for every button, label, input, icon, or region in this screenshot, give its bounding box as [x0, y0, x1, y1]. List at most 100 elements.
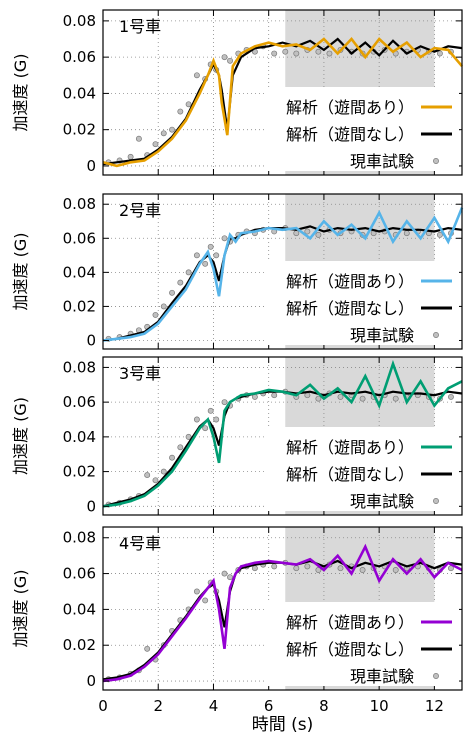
- y-tick-label: 0.04: [63, 600, 96, 618]
- test-point: [221, 235, 228, 242]
- series-line-with-gap: [102, 359, 463, 508]
- series-line-with-gap: [102, 207, 464, 342]
- legend-box: [265, 261, 459, 345]
- test-point: [304, 563, 311, 570]
- test-point: [177, 444, 184, 451]
- y-tick-label: 0: [86, 497, 96, 515]
- y-tick-label: 0.06: [63, 393, 96, 411]
- test-point: [271, 50, 278, 57]
- plot-frame: [102, 356, 463, 516]
- test-point: [202, 425, 209, 432]
- test-point: [251, 393, 258, 400]
- y-tick-label: 0.02: [63, 636, 96, 654]
- y-tick-label: 0.04: [63, 428, 96, 446]
- test-point: [221, 54, 228, 61]
- test-point: [271, 392, 278, 399]
- test-point: [193, 588, 200, 595]
- test-point: [315, 567, 322, 573]
- plot-frame: [102, 193, 463, 350]
- y-axis-label: 加速度 (G): [11, 233, 30, 311]
- series-line-no-gap: [102, 225, 463, 342]
- x-tick-label: 0: [98, 697, 108, 715]
- test-point: [193, 416, 200, 423]
- test-point: [207, 407, 214, 414]
- y-tick-label: 0.04: [63, 84, 96, 102]
- test-point: [315, 48, 322, 55]
- test-point: [227, 57, 233, 64]
- test-point: [207, 243, 214, 250]
- plot-frame: [102, 9, 463, 176]
- test-point: [213, 252, 220, 259]
- test-point: [193, 252, 200, 259]
- test-point: [359, 567, 366, 573]
- x-tick-label: 10: [370, 697, 389, 715]
- test-point: [315, 395, 322, 402]
- test-point: [135, 135, 142, 142]
- legend-label: 解析（遊間なし）: [286, 299, 414, 318]
- test-point: [144, 472, 151, 479]
- test-point: [448, 393, 454, 400]
- y-tick-label: 0.02: [63, 121, 96, 139]
- legend-label: 現車試験: [350, 152, 414, 171]
- test-point: [202, 260, 209, 267]
- test-point: [185, 101, 192, 108]
- test-point: [152, 477, 159, 484]
- test-point: [169, 454, 175, 461]
- test-point: [169, 289, 175, 296]
- y-tick-label: 0: [86, 331, 96, 349]
- series-line-with-gap: [102, 36, 463, 168]
- x-tick-label: 8: [319, 697, 329, 715]
- legend-swatch: [433, 498, 439, 504]
- test-point: [271, 563, 278, 570]
- test-point: [359, 395, 366, 402]
- legend: 解析（遊間あり） 解析（遊間なし） 現車試験: [265, 87, 459, 171]
- y-axis-label: 加速度 (G): [11, 570, 30, 648]
- legend: 解析（遊間あり） 解析（遊間なし） 現車試験: [265, 427, 459, 511]
- test-point: [127, 153, 134, 160]
- legend-label: 解析（遊間なし）: [286, 640, 414, 659]
- y-tick-label: 0.08: [63, 529, 96, 547]
- x-tick-label: 2: [153, 697, 163, 715]
- x-tick-label: 4: [209, 697, 219, 715]
- panel-label: 1号車: [119, 17, 161, 36]
- test-point: [326, 50, 333, 57]
- test-point: [315, 231, 322, 238]
- test-point: [160, 130, 167, 137]
- panel-label: 4号車: [119, 534, 161, 553]
- test-point: [293, 50, 300, 57]
- test-point: [221, 570, 228, 577]
- test-point: [221, 399, 228, 406]
- test-point: [213, 416, 220, 423]
- y-tick-label: 0.02: [63, 297, 96, 315]
- legend-label: 解析（遊間なし）: [286, 125, 414, 144]
- legend-label: 解析（遊間あり）: [286, 613, 414, 632]
- y-tick-label: 0.08: [63, 195, 96, 213]
- test-point: [251, 565, 258, 572]
- test-point: [185, 433, 192, 440]
- legend-box: [265, 427, 459, 511]
- y-axis-label: 加速度 (G): [11, 397, 30, 475]
- test-point: [392, 567, 399, 573]
- test-point: [177, 279, 184, 286]
- x-tick-label: 12: [425, 697, 444, 715]
- test-point: [144, 645, 151, 652]
- legend-swatch: [433, 158, 439, 164]
- y-tick-label: 0.06: [63, 48, 96, 66]
- legend-label: 解析（遊間あり）: [286, 438, 414, 457]
- test-point: [436, 231, 443, 238]
- test-point: [403, 230, 410, 237]
- legend-swatch: [433, 332, 439, 338]
- test-point: [169, 126, 175, 133]
- legend-swatch: [433, 673, 439, 679]
- test-point: [337, 565, 344, 572]
- test-point: [293, 230, 300, 237]
- test-point: [160, 468, 167, 475]
- panel-label: 2号車: [119, 201, 161, 220]
- legend-label: 解析（遊間なし）: [286, 465, 414, 484]
- series-line-with-gap: [102, 543, 463, 683]
- test-point: [152, 311, 159, 318]
- legend-label: 解析（遊間あり）: [286, 272, 414, 291]
